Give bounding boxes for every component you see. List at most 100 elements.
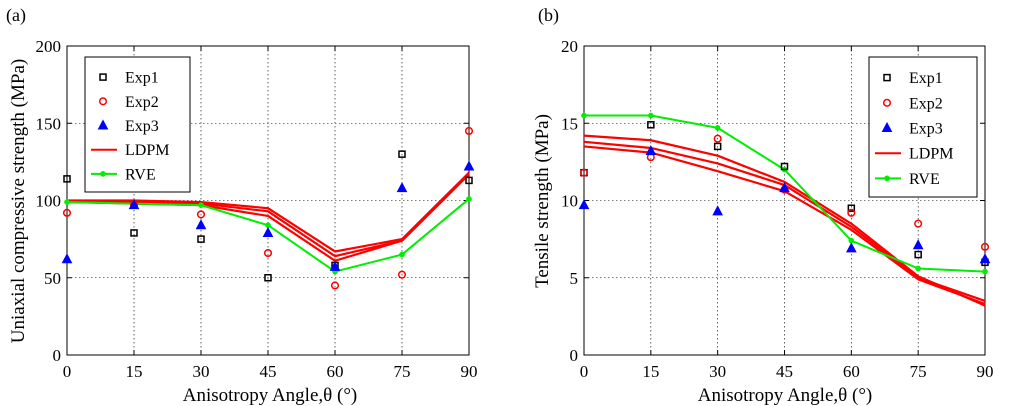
legend-symbol-exp3 <box>881 121 893 132</box>
legend-label-rve: RVE <box>125 166 156 183</box>
exp3-point <box>979 253 991 264</box>
x-tick-label: 0 <box>580 362 589 381</box>
x-axis-label-a: Anisotropy Angle,θ (°) <box>183 385 358 406</box>
legend-label-ldpm: LDPM <box>909 146 953 163</box>
exp3-point <box>712 205 723 216</box>
rve-point <box>466 196 472 202</box>
legend-symbol-exp1 <box>883 73 891 82</box>
legend-label-rve: RVE <box>909 171 940 188</box>
y-tick-label: 150 <box>36 114 62 133</box>
rve-point <box>399 251 405 258</box>
exp2-point <box>713 134 722 143</box>
exp1-point <box>63 175 71 183</box>
exp3-point <box>262 226 274 237</box>
exp1-point <box>713 142 722 151</box>
y-tick-label: 100 <box>36 192 62 211</box>
legend-label-exp3: Exp3 <box>125 118 159 135</box>
exp1-point <box>130 229 138 237</box>
panel-label-a: (a) <box>6 5 26 26</box>
legend-label-exp3: Exp3 <box>909 121 943 138</box>
exp1-point <box>264 274 272 282</box>
x-tick-label: 90 <box>461 362 478 381</box>
y-tick-label: 50 <box>44 269 61 288</box>
x-tick-label: 45 <box>260 362 277 381</box>
panel-label-b: (b) <box>538 5 559 26</box>
exp2-point <box>847 208 856 217</box>
exp2-point <box>263 248 273 258</box>
legend-symbol-exp2 <box>98 97 108 106</box>
y-tick-label: 0 <box>53 346 62 365</box>
y-tick-label: 5 <box>570 269 579 288</box>
x-tick-label: 30 <box>193 362 210 381</box>
legend-label-ldpm: LDPM <box>125 142 169 159</box>
exp3-point <box>578 199 590 210</box>
exp2-point <box>464 126 474 136</box>
exp3-point <box>128 199 140 210</box>
exp2-point <box>980 242 990 251</box>
exp3-point <box>645 144 657 156</box>
exp1-point <box>914 250 922 259</box>
legend-symbol-exp1 <box>99 73 107 81</box>
exp2-point <box>62 208 72 217</box>
exp3-point <box>396 182 408 193</box>
exp1-point <box>780 162 789 171</box>
exp1-point <box>647 121 655 129</box>
exp3-point <box>61 253 73 264</box>
chart-panel-b: (b) Anisotropy Angle,θ (°) Tensile stren… <box>532 5 994 406</box>
x-tick-label: 0 <box>63 362 72 381</box>
exp3-point <box>463 160 475 171</box>
legend-b: Exp1 Exp2 Exp3 LDPM RVE <box>868 56 978 198</box>
chart-panel-a: (a) Anisotropy Angle,θ (°) Uniaxial comp… <box>6 5 478 406</box>
legend-a: Exp1 Exp2 Exp3 LDPM RVE <box>84 56 191 193</box>
x-tick-label: 15 <box>642 362 659 381</box>
series-line-ldpm <box>583 134 986 307</box>
legend-label-exp1: Exp1 <box>125 70 159 87</box>
legend-dot-rve <box>884 175 890 182</box>
y-tick-label: 15 <box>561 114 578 133</box>
y-axis-label-b: Tensile strength (MPa) <box>532 114 553 288</box>
x-tick-label: 60 <box>327 362 344 381</box>
exp1-point <box>847 204 856 212</box>
exp1-point <box>398 150 406 158</box>
legend-symbol-exp3 <box>97 119 109 130</box>
legend-dot-rve <box>100 171 106 177</box>
rve-point <box>714 125 721 131</box>
x-axis-label-b: Anisotropy Angle,θ (°) <box>698 385 873 406</box>
legend-symbol-exp2 <box>882 98 892 107</box>
exp3-point <box>195 219 207 230</box>
x-tick-label: 15 <box>126 362 143 381</box>
grid-b <box>584 46 985 355</box>
rve-point <box>647 112 654 119</box>
x-tick-label: 90 <box>977 362 994 381</box>
y-tick-label: 0 <box>570 346 579 365</box>
y-tick-label: 10 <box>561 192 578 211</box>
exp2-point <box>330 281 340 290</box>
exp2-point <box>397 270 407 279</box>
legend-label-exp2: Exp2 <box>125 94 159 111</box>
rve-point <box>982 268 988 275</box>
rve-point <box>915 265 922 272</box>
exp1-point <box>197 235 205 243</box>
grid-a <box>67 46 469 355</box>
y-tick-label: 20 <box>561 37 578 56</box>
legend-label-exp1: Exp1 <box>909 70 943 87</box>
exp3-point <box>329 260 341 271</box>
exp2-point <box>196 210 206 219</box>
legend-label-exp2: Exp2 <box>909 95 943 112</box>
x-tick-label: 45 <box>776 362 793 381</box>
exp2-point <box>914 219 923 228</box>
exp1-point <box>465 176 473 185</box>
exp3-point <box>912 239 924 250</box>
rve-point <box>198 202 204 208</box>
x-tick-label: 30 <box>709 362 726 381</box>
rve-point <box>64 199 70 205</box>
y-tick-label: 200 <box>36 37 62 56</box>
x-tick-label: 60 <box>843 362 860 381</box>
exp3-point <box>779 182 790 193</box>
exp2-point <box>579 168 589 177</box>
exp3-point <box>846 242 857 253</box>
x-tick-label: 75 <box>910 362 927 381</box>
x-tick-label: 75 <box>394 362 411 381</box>
y-axis-label-a: Uniaxial compressive strength (MPa) <box>8 59 29 343</box>
